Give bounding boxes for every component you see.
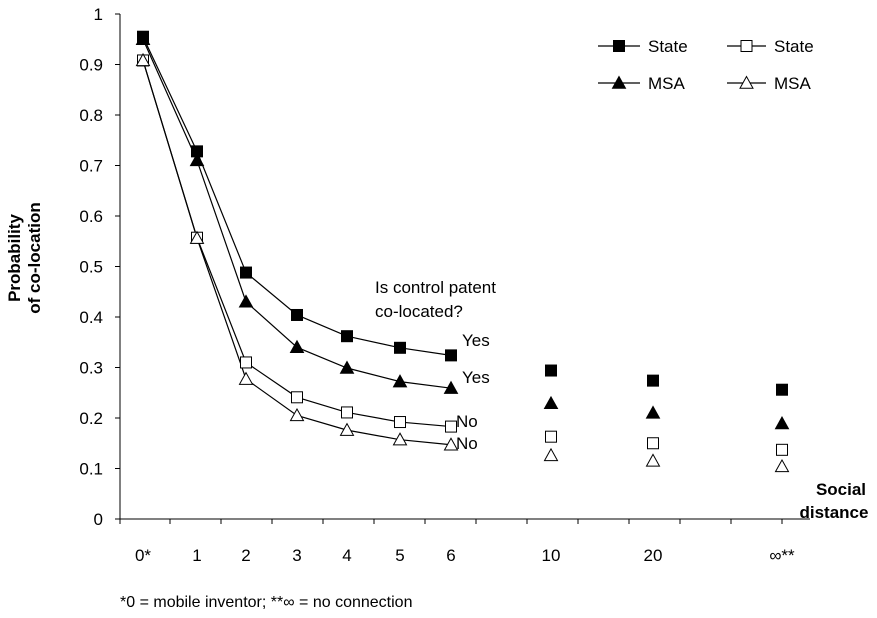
data-point-s2-8 — [645, 405, 661, 419]
annotation-yes-msa: Yes — [462, 368, 490, 387]
data-point-s2-2 — [238, 294, 254, 308]
legend-label-1: State — [648, 37, 688, 56]
data-point-s4-8 — [645, 453, 661, 467]
y-tick-labels: 0 0.1 0.2 0.3 0.4 0.5 0.6 0.7 0.8 0.9 1 — [79, 5, 103, 529]
y-tick-label: 1 — [94, 5, 103, 24]
data-point-s4-2 — [238, 371, 254, 385]
series-markers — [135, 30, 790, 473]
axes — [115, 13, 810, 524]
data-point-s1-2 — [240, 266, 252, 279]
x-tick-label: 2 — [241, 546, 250, 565]
series-line-3 — [142, 60, 452, 428]
y-tick-label: 0.2 — [79, 409, 103, 428]
data-point-s1-4 — [341, 330, 353, 343]
data-point-s3-8 — [647, 437, 659, 450]
y-tick-label: 0.7 — [79, 157, 103, 176]
y-tick-label: 0.3 — [79, 359, 103, 378]
data-point-s2-0 — [135, 31, 151, 45]
data-point-s4-6 — [443, 437, 459, 451]
legend-marker-3 — [611, 75, 627, 89]
x-tick-label: 4 — [342, 546, 351, 565]
x-tick-labels: 0* 1 2 3 4 5 6 10 20 ∞** — [135, 546, 795, 565]
data-point-s2-1 — [189, 152, 205, 167]
data-point-s2-3 — [289, 339, 305, 353]
data-point-s2-4 — [339, 360, 355, 374]
data-point-s1-6 — [445, 349, 457, 362]
x-tick-label: 10 — [542, 546, 561, 565]
x-tick-label: ∞** — [769, 546, 795, 565]
legend-label-4: MSA — [774, 74, 812, 93]
y-tick-label: 0.9 — [79, 56, 103, 75]
data-point-s4-3 — [289, 407, 305, 422]
annotation-question-line-1: Is control patent — [375, 278, 496, 297]
data-point-s3-7 — [545, 430, 557, 443]
y-tick-label: 0 — [94, 510, 103, 529]
data-point-s3-6 — [445, 420, 457, 433]
x-tick-label: 6 — [446, 546, 455, 565]
y-tick-label: 0.6 — [79, 207, 103, 226]
x-tick-label: 0* — [135, 546, 151, 565]
data-point-s2-9 — [774, 416, 790, 430]
x-tick-label: 5 — [395, 546, 404, 565]
data-point-s3-5 — [394, 416, 406, 429]
x-tick-label: 1 — [192, 546, 201, 565]
data-point-s4-4 — [339, 422, 355, 436]
annotation-yes-state: Yes — [462, 331, 490, 350]
data-point-s4-9 — [774, 458, 790, 473]
legend-marker-1 — [613, 40, 625, 52]
data-point-s4-0 — [135, 52, 151, 67]
data-point-s2-5 — [392, 374, 408, 388]
annotation-question-line-2: co-located? — [375, 302, 463, 321]
data-point-s1-3 — [291, 308, 303, 321]
data-point-s4-5 — [392, 432, 408, 446]
data-point-s3-4 — [341, 406, 353, 419]
data-point-s2-6 — [443, 380, 459, 394]
legend-marker-4 — [739, 75, 754, 89]
y-tick-label: 0.8 — [79, 106, 103, 125]
annotation-no-state: No — [456, 412, 478, 431]
data-point-s3-3 — [291, 391, 303, 404]
footnote: *0 = mobile inventor; **∞ = no connectio… — [120, 594, 412, 611]
x-axis-label-line-1: Social — [816, 480, 866, 499]
data-point-s4-7 — [543, 447, 559, 462]
y-tick-label: 0.1 — [79, 460, 103, 479]
legend-label-2: State — [774, 37, 814, 56]
annotation-no-msa: No — [456, 434, 478, 453]
data-point-s1-8 — [647, 374, 659, 387]
data-point-s3-2 — [240, 356, 252, 369]
y-tick-label: 0.4 — [79, 308, 103, 327]
data-point-s1-9 — [776, 383, 788, 396]
legend-label-3: MSA — [648, 74, 686, 93]
data-point-s4-1 — [189, 230, 205, 244]
legend-marker-2 — [740, 40, 753, 52]
data-point-s3-9 — [776, 443, 788, 456]
y-axis-label-line-2: of co-location — [25, 202, 44, 313]
x-tick-label: 20 — [644, 546, 663, 565]
data-point-s2-7 — [543, 395, 559, 410]
legend: State State MSA MSA — [598, 37, 814, 93]
y-tick-label: 0.5 — [79, 258, 103, 277]
x-tick-label: 3 — [292, 546, 301, 565]
x-axis-label-line-2: distance — [800, 503, 869, 522]
y-axis-label-line-1: Probability — [5, 214, 24, 302]
data-point-s1-7 — [545, 364, 557, 377]
data-point-s1-5 — [394, 341, 406, 354]
